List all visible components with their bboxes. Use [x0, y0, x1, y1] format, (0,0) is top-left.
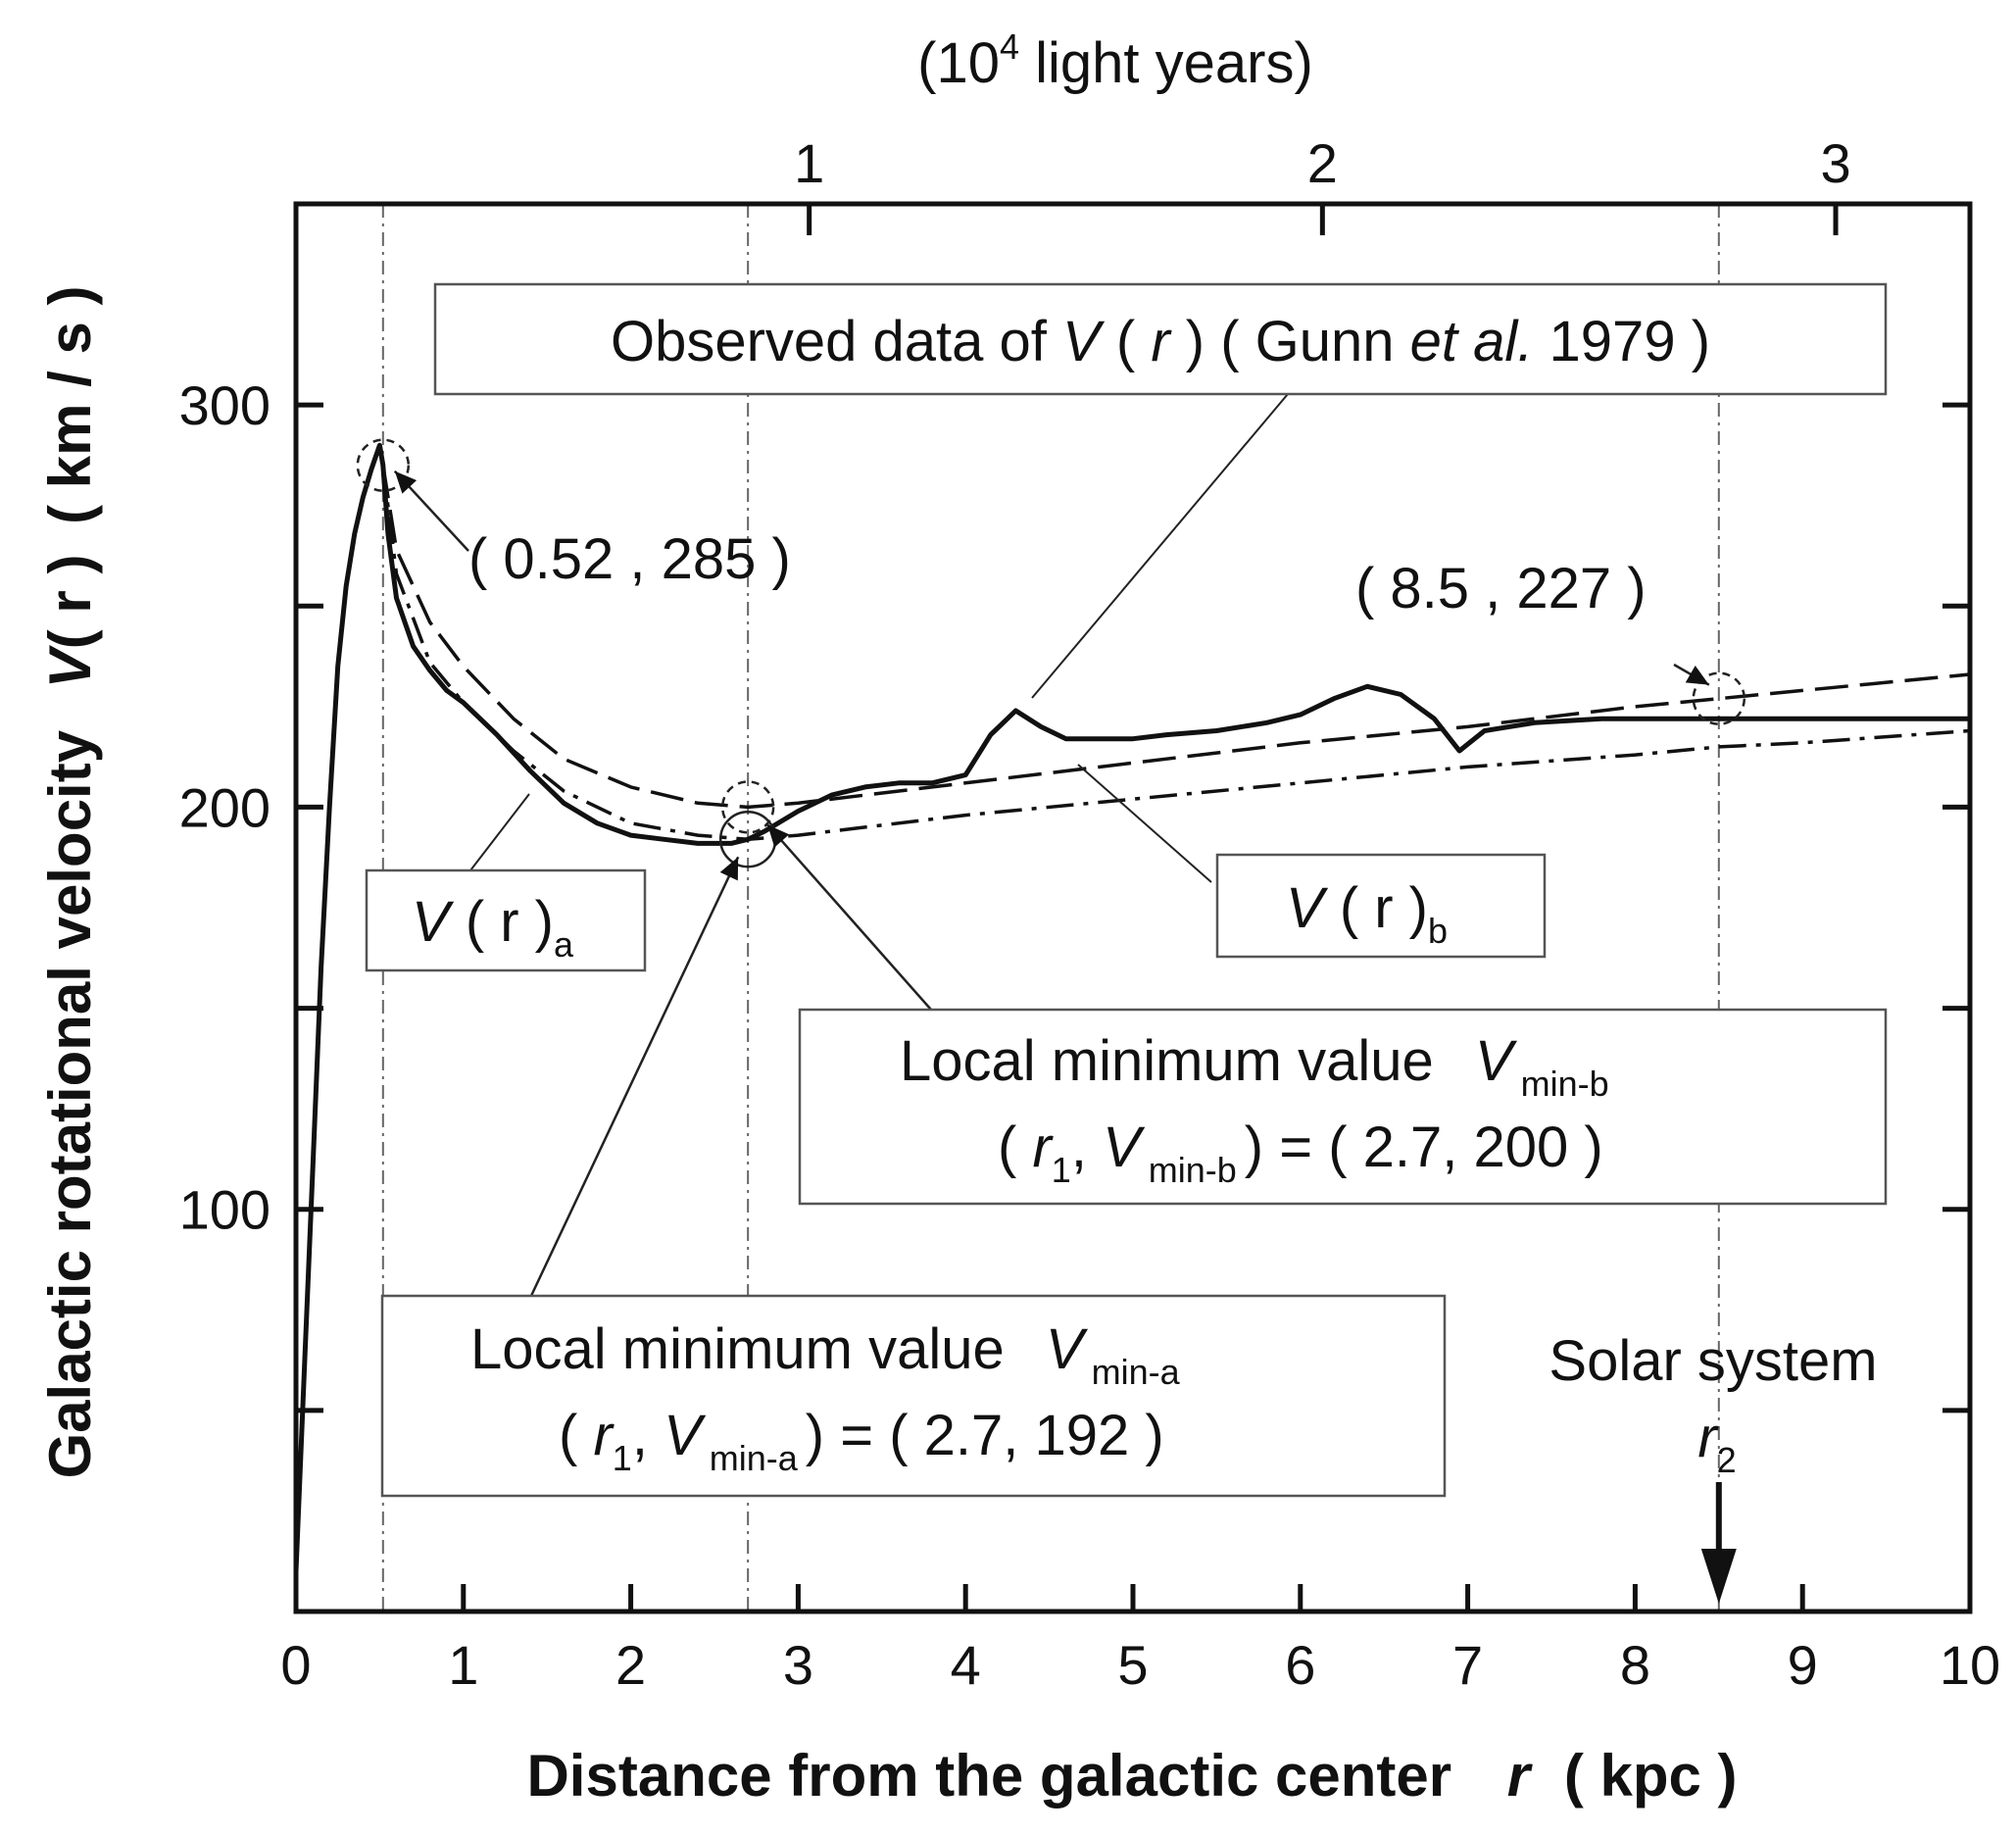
arrowhead-min-a — [719, 857, 739, 881]
vb-box — [1215, 853, 1547, 959]
series-line-dash-dot — [381, 465, 1971, 842]
x-tick-label: 5 — [1117, 1634, 1148, 1696]
x-tick-label: 1 — [448, 1634, 478, 1696]
arrowhead-solar-point — [1685, 665, 1709, 685]
leader-lines — [393, 393, 1710, 1297]
top-tick-label: 3 — [1820, 132, 1850, 194]
svg-text:V ( r )a: V ( r )a — [412, 890, 574, 965]
point-marker — [1692, 671, 1746, 725]
top-tick-label: 2 — [1307, 132, 1338, 194]
series-line-dash — [381, 465, 1971, 810]
x-tick-label: 6 — [1285, 1634, 1315, 1696]
x-tick-label: 10 — [1940, 1634, 2000, 1696]
va-label: V ( r )a — [365, 868, 647, 972]
top-tick-labels: 1 2 3 — [794, 132, 1851, 194]
svg-text:Observed data of V: Observed data of V ( r ) ( Gunn et al. 1… — [611, 310, 1710, 373]
x-tick-label: 7 — [1452, 1634, 1483, 1696]
series-group — [293, 442, 1971, 1572]
leader-vb — [1077, 764, 1212, 883]
point-marker — [356, 438, 411, 492]
solar-system-label: Solar system — [1549, 1329, 1877, 1393]
observed-data-box — [433, 282, 1888, 396]
x-axis-title: Distance from the galactic center r ( kp… — [526, 1743, 1737, 1809]
x-tick-label: 9 — [1788, 1634, 1818, 1696]
x-tick-label: 2 — [615, 1634, 646, 1696]
y-axis-title: Galactic rotational velocity V( r ) ( km… — [37, 285, 103, 1478]
top-axis-title: (104 light years) — [917, 26, 1313, 95]
x-tick-labels: 0 1 2 3 4 5 6 7 8 9 10 — [280, 1634, 2000, 1696]
leader-min-a — [529, 856, 740, 1297]
series-line-solid — [293, 442, 1970, 1572]
x-tick-label: 4 — [951, 1634, 981, 1696]
leader-observed — [1031, 393, 1289, 699]
leader-min-b — [766, 823, 932, 1011]
va-box — [365, 868, 647, 972]
y-tick-label: 200 — [179, 776, 270, 838]
y-tick-label: 300 — [179, 374, 270, 436]
solar-arrow-head — [1700, 1549, 1737, 1604]
point-marker — [720, 780, 775, 834]
min-b-box — [798, 1008, 1888, 1206]
top-tick-label: 1 — [794, 132, 824, 194]
min-a-box — [380, 1294, 1447, 1498]
observed-data-label: Observed data of V ( r ) ( Gunn et al. 1… — [433, 282, 1888, 396]
x-tick-label: 8 — [1620, 1634, 1650, 1696]
vb-label: V ( r )b — [1215, 853, 1547, 959]
arrowhead-min-b — [767, 824, 790, 848]
x-tick-label: 3 — [783, 1634, 813, 1696]
svg-text:V ( r )b: V ( r )b — [1286, 876, 1448, 951]
x-tick-label: 0 — [280, 1634, 311, 1696]
axis-ticks — [293, 204, 1973, 1611]
leader-va — [469, 793, 530, 871]
r2-label: r2 — [1697, 1406, 1736, 1480]
y-tick-labels: 100 200 300 — [179, 374, 270, 1241]
point-label-peak: ( 0.52 , 285 ) — [468, 527, 791, 591]
arrowhead-peak — [394, 471, 418, 494]
y-tick-label: 100 — [179, 1179, 270, 1241]
solar-system-arrow — [1700, 1482, 1737, 1604]
point-label-solar: ( 8.5 , 227 ) — [1355, 557, 1647, 620]
